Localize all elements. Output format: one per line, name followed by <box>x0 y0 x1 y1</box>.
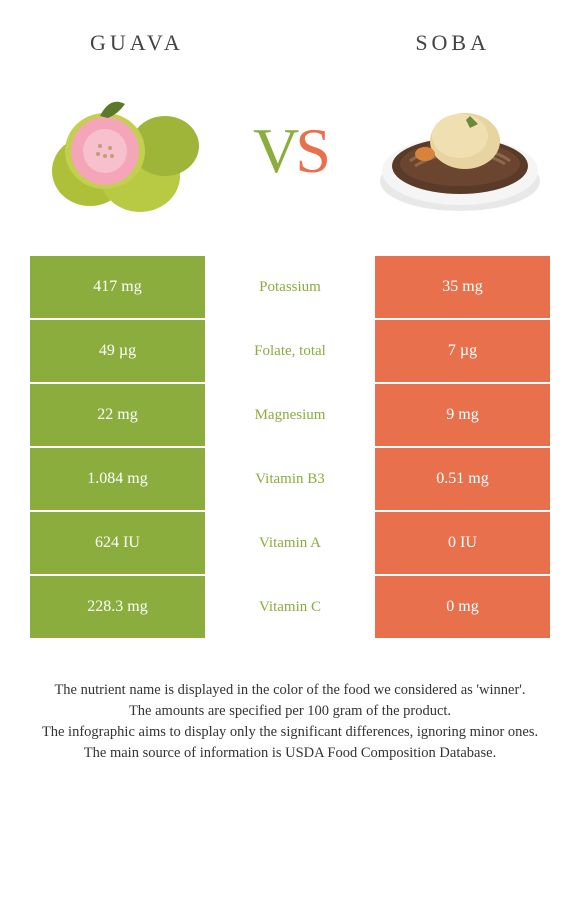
guava-value: 228.3 mg <box>30 576 205 638</box>
guava-value: 417 mg <box>30 256 205 318</box>
footer-line: The nutrient name is displayed in the co… <box>20 680 560 701</box>
nutrient-label: Vitamin A <box>205 512 375 574</box>
vs-label: VS <box>253 114 327 188</box>
vs-v: V <box>253 115 295 186</box>
guava-value: 49 µg <box>30 320 205 382</box>
table-row: 1.084 mg Vitamin B3 0.51 mg <box>30 448 550 510</box>
soba-value: 0 mg <box>375 576 550 638</box>
soba-icon <box>370 76 550 226</box>
footer-line: The amounts are specified per 100 gram o… <box>20 701 560 722</box>
soba-value: 0.51 mg <box>375 448 550 510</box>
nutrient-label: Magnesium <box>205 384 375 446</box>
soba-image <box>370 76 550 226</box>
guava-value: 1.084 mg <box>30 448 205 510</box>
table-row: 228.3 mg Vitamin C 0 mg <box>30 576 550 638</box>
table-row: 49 µg Folate, total 7 µg <box>30 320 550 382</box>
header: guava soba <box>0 0 580 66</box>
table-row: 417 mg Potassium 35 mg <box>30 256 550 318</box>
soba-title: soba <box>415 30 490 56</box>
vs-s: S <box>295 115 327 186</box>
nutrient-table: 417 mg Potassium 35 mg 49 µg Folate, tot… <box>0 256 580 638</box>
guava-value: 624 IU <box>30 512 205 574</box>
guava-image <box>30 76 210 226</box>
footer-line: The infographic aims to display only the… <box>20 722 560 743</box>
soba-value: 0 IU <box>375 512 550 574</box>
guava-value: 22 mg <box>30 384 205 446</box>
soba-value: 7 µg <box>375 320 550 382</box>
soba-value: 35 mg <box>375 256 550 318</box>
guava-icon <box>30 76 210 226</box>
table-row: 22 mg Magnesium 9 mg <box>30 384 550 446</box>
table-row: 624 IU Vitamin A 0 IU <box>30 512 550 574</box>
nutrient-label: Vitamin C <box>205 576 375 638</box>
soba-value: 9 mg <box>375 384 550 446</box>
nutrient-label: Vitamin B3 <box>205 448 375 510</box>
hero-row: VS <box>0 66 580 256</box>
nutrient-label: Folate, total <box>205 320 375 382</box>
guava-title: guava <box>90 30 184 56</box>
footer-line: The main source of information is USDA F… <box>20 743 560 764</box>
footer-notes: The nutrient name is displayed in the co… <box>0 640 580 764</box>
nutrient-label: Potassium <box>205 256 375 318</box>
